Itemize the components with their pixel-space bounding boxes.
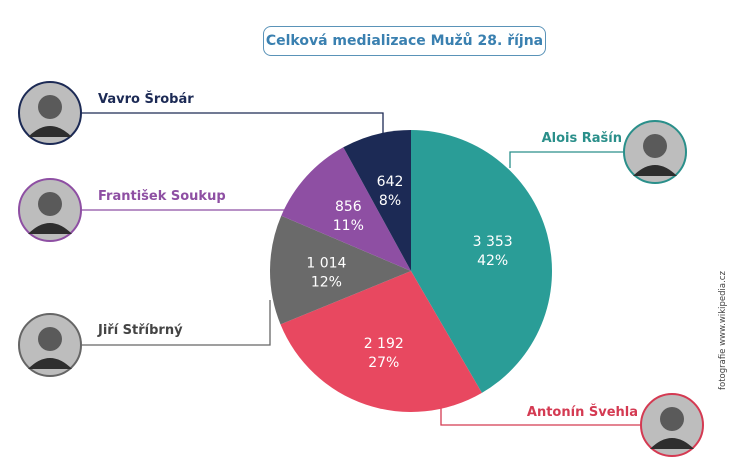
label-frantisek-soukup: František Soukup: [98, 189, 226, 204]
slice-value-label: 2 192: [364, 336, 404, 352]
connector-alois: [509, 151, 626, 168]
connector-jiri: [80, 300, 271, 346]
pie-slice-1: [280, 271, 482, 412]
pie-slice-0: [411, 130, 552, 393]
pie-slice-4: [343, 130, 411, 271]
pie-slice-2: [270, 215, 411, 325]
pie-slice-3: [281, 147, 411, 271]
portrait-vavro-srobar: [18, 81, 82, 145]
slice-value-label: 856: [335, 199, 362, 215]
slice-percent-label: 12%: [311, 274, 342, 290]
label-antonin-svehla: Antonín Švehla: [526, 405, 638, 420]
connector-vavro: [80, 112, 384, 134]
slice-value-label: 1 014: [306, 255, 346, 271]
connector-antonin: [440, 405, 645, 426]
label-jiri-stribrny: Jiří Stříbrný: [98, 323, 183, 338]
slice-percent-label: 8%: [379, 193, 401, 209]
portrait-jiri-stribrny: [18, 313, 82, 377]
label-vavro-srobar: Vavro Šrobár: [98, 92, 194, 107]
portrait-antonin-svehla: [640, 393, 704, 457]
portrait-frantisek-soukup: [18, 178, 82, 242]
chart-title: Celková medializace Mužů 28. října: [263, 26, 546, 56]
slice-percent-label: 27%: [368, 355, 399, 371]
portrait-alois-rasin: [623, 120, 687, 184]
label-alois-rasin: Alois Rašín: [541, 131, 622, 146]
slice-value-label: 642: [377, 174, 404, 190]
slice-value-label: 3 353: [473, 234, 513, 250]
slice-percent-label: 11%: [333, 218, 364, 234]
slice-percent-label: 42%: [477, 253, 508, 269]
photo-credit: fotografie www.wikipedia.cz: [718, 271, 728, 390]
